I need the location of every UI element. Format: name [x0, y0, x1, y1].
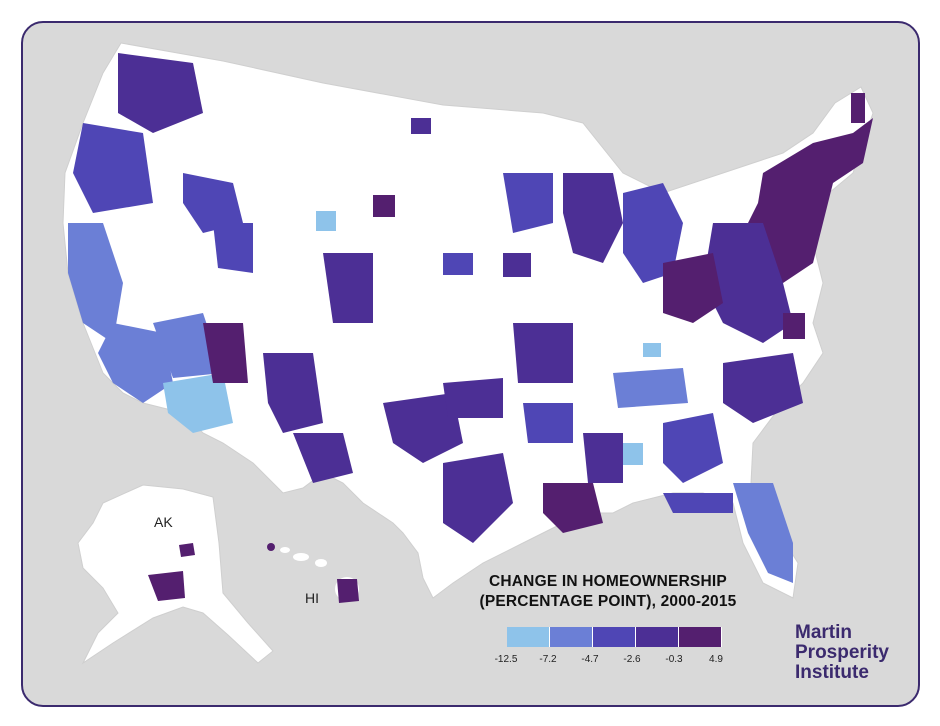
region-florida [733, 483, 793, 583]
region-iowa-metro [503, 253, 531, 277]
region-florida-panhandle [663, 493, 733, 513]
region-colorado [323, 253, 373, 323]
region-california-north [68, 223, 123, 343]
logo-line1: Martin [795, 622, 852, 643]
hawaii-label: HI [305, 590, 319, 606]
legend-swatch-4 [636, 627, 679, 647]
legend-swatch-5 [679, 627, 722, 647]
region-california-south [98, 323, 173, 403]
region-texas-west [293, 433, 353, 483]
region-oklahoma [443, 378, 503, 418]
region-hawaii-kauai [267, 543, 275, 551]
region-wyoming-metro [316, 211, 336, 231]
region-virginia-metro [783, 313, 805, 339]
region-hawaii-big-island [337, 579, 359, 603]
region-new-mexico [263, 353, 323, 433]
region-utah-north [213, 223, 253, 273]
region-georgia [663, 413, 723, 483]
region-south-dakota-metro [373, 195, 395, 217]
map-title-line2: (PERCENTAGE POINT), 2000-2015 [479, 593, 737, 610]
region-alaska-anchorage [148, 571, 185, 601]
region-oregon [73, 123, 153, 213]
region-wisconsin [563, 173, 623, 263]
legend-swatch-1 [507, 627, 550, 647]
region-washington [118, 53, 203, 133]
region-north-dakota-metro [411, 118, 431, 134]
color-legend [507, 627, 722, 647]
map-canvas [62, 42, 874, 665]
region-mississippi [583, 433, 623, 483]
region-louisiana [543, 483, 603, 533]
logo-line3: Institute [795, 662, 869, 683]
legend-tick-6: 4.9 [709, 654, 723, 665]
homeownership-change-regions [68, 53, 873, 583]
legend-swatch-2 [550, 627, 593, 647]
region-mid-atlantic [703, 223, 793, 343]
legend-ticks: -12.5 -7.2 -4.7 -2.6 -0.3 4.9 [491, 654, 731, 670]
legend-tick-5: -0.3 [665, 654, 683, 665]
legend-tick-4: -2.6 [623, 654, 641, 665]
legend-tick-3: -4.7 [581, 654, 599, 665]
region-maine-metro [851, 93, 865, 123]
region-idaho [183, 173, 243, 233]
logo-line2: Prosperity [795, 642, 889, 663]
legend-tick-2: -7.2 [539, 654, 557, 665]
region-utah [203, 323, 248, 383]
region-ohio [663, 253, 723, 323]
map-frame: AK HI CHANGE IN HOMEOWNERSHIP (PERCENTAG… [21, 21, 920, 707]
region-northeast [743, 118, 873, 283]
region-michigan [623, 183, 683, 283]
map-title-line1: CHANGE IN HOMEOWNERSHIP [489, 573, 727, 590]
region-tennessee [613, 368, 688, 408]
region-nebraska-metro [443, 253, 473, 275]
martin-prosperity-institute-logo: Martin Prosperity Institute [795, 623, 889, 683]
alaska-label: AK [154, 514, 173, 530]
region-alabama-metro [623, 443, 643, 465]
legend-tick-1: -12.5 [494, 654, 518, 665]
region-kentucky-metro [643, 343, 661, 357]
region-alaska-fairbanks [179, 543, 195, 557]
region-minnesota [503, 173, 553, 233]
region-missouri [513, 323, 573, 383]
legend-swatch-3 [593, 627, 636, 647]
map-title: CHANGE IN HOMEOWNERSHIP (PERCENTAGE POIN… [463, 572, 753, 612]
region-arkansas [523, 403, 573, 443]
region-arizona [163, 373, 233, 433]
region-texas-north [383, 393, 463, 463]
region-carolinas [723, 353, 803, 423]
region-texas-south [443, 453, 513, 543]
